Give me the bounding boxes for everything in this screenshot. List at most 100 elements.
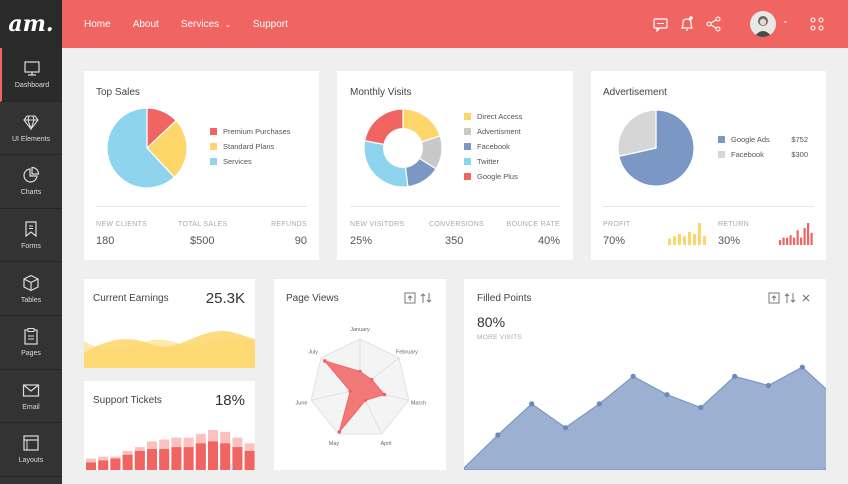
advertisement-pie: [617, 109, 695, 187]
legend-item: Facebook $300: [718, 147, 808, 162]
stat-label: TOTAL SALES: [178, 221, 228, 228]
top-sales-card: Top Sales Premium Purchases Standard Pla…: [84, 71, 319, 260]
sidebar-item-dashboard[interactable]: Dashboard: [0, 48, 62, 102]
radar-point: [369, 377, 374, 382]
bar: [183, 447, 194, 470]
stat-label: REFUNDS: [271, 221, 307, 228]
top-sales-pie: [106, 107, 188, 189]
top-sales-legend: Premium Purchases Standard Plans Service…: [210, 124, 291, 169]
bar: [779, 240, 782, 245]
upload-icon[interactable]: [404, 292, 416, 304]
bar: [673, 236, 676, 245]
divider: [96, 206, 307, 207]
stat-label: NEW VISITORS: [350, 221, 405, 228]
advertisement-slice: [617, 109, 657, 158]
close-icon[interactable]: [800, 292, 812, 304]
nav-support[interactable]: Support: [252, 18, 288, 30]
layout-icon: [23, 435, 39, 452]
card-title: Page Views: [286, 293, 339, 304]
sidebar-item-pages[interactable]: Pages: [0, 316, 62, 370]
bar: [782, 237, 785, 245]
upload-icon[interactable]: [768, 292, 780, 304]
filled-points-area-chart: [464, 364, 826, 470]
bar: [688, 231, 691, 245]
chevron-down-icon[interactable]: ⌄: [782, 16, 789, 25]
current-earnings-card: Current Earnings 25.3K: [84, 279, 255, 368]
legend-swatch: [464, 113, 471, 120]
radar-point: [382, 392, 387, 397]
area-point: [732, 373, 738, 379]
legend-item: Standard Plans: [210, 139, 291, 154]
bookmark-icon: [25, 221, 37, 238]
logo[interactable]: am.: [0, 0, 62, 48]
nav-about[interactable]: About: [132, 18, 159, 30]
sidebar-item-ui-elements[interactable]: UI Elements: [0, 102, 62, 156]
card-title: Filled Points: [477, 293, 532, 304]
area-point: [698, 404, 704, 411]
legend-label: Facebook: [731, 150, 764, 159]
radar-axis-label: July: [308, 350, 318, 356]
sidebar-item-label: UI Elements: [11, 135, 51, 143]
legend-label: Google Plus: [477, 172, 518, 181]
advertisement-card: Advertisement Google Ads $752 Facebook $30…: [591, 71, 826, 260]
stat-value: 350: [445, 235, 464, 247]
card-title: Current Earnings: [93, 293, 169, 304]
sidebar-item-forms[interactable]: Forms: [0, 209, 62, 263]
legend-swatch: [464, 173, 471, 180]
sort-icon[interactable]: [784, 292, 796, 304]
bar: [678, 234, 681, 245]
bar: [668, 238, 671, 245]
chat-icon[interactable]: [652, 15, 670, 33]
legend-value: $300: [791, 150, 808, 159]
bar: [134, 450, 145, 470]
sort-icon[interactable]: [420, 292, 432, 304]
legend-label: Direct Access: [477, 112, 523, 121]
earnings-wave-chart: [84, 330, 255, 368]
bar: [147, 449, 157, 470]
bar: [232, 447, 243, 470]
share-icon[interactable]: [705, 15, 723, 33]
legend-swatch: [464, 158, 471, 165]
top-nav: Home About Services ⌄ Support: [84, 0, 310, 48]
bar: [789, 235, 792, 245]
top-sales-slice: [146, 119, 188, 179]
page-views-radar: January February March April May June July: [296, 327, 427, 447]
area-point: [529, 401, 535, 407]
legend-item: Services: [210, 154, 291, 169]
avatar[interactable]: [750, 11, 776, 37]
sidebar-item-label: Forms: [21, 243, 41, 251]
filled-points-value: 80%: [477, 314, 506, 330]
tickets-value: 18%: [214, 392, 245, 409]
area-series: [464, 366, 826, 470]
clipboard-icon: [24, 328, 38, 345]
sidebar-item-layouts[interactable]: Layouts: [0, 423, 62, 477]
legend-label: Premium Purchases: [223, 127, 291, 136]
apps-icon[interactable]: [808, 15, 826, 33]
stat-value: 25%: [350, 235, 373, 247]
area-point: [664, 392, 670, 398]
nav-home[interactable]: Home: [84, 18, 111, 30]
bar: [803, 227, 806, 245]
profit-bar-chart: [668, 223, 706, 245]
legend-label: Standard Plans: [223, 142, 275, 151]
stat-value: 90: [294, 235, 307, 247]
legend-swatch: [210, 128, 217, 135]
divider: [603, 206, 814, 207]
stat-label: NEW CLIENTS: [96, 221, 148, 228]
bar: [195, 443, 206, 470]
sidebar-item-tables[interactable]: Tables: [0, 262, 62, 316]
nav-services[interactable]: Services ⌄: [181, 19, 231, 30]
legend-label: Services: [223, 157, 252, 166]
bar: [86, 462, 96, 470]
radar-series: [323, 359, 386, 433]
legend-swatch: [718, 151, 725, 158]
bar: [693, 234, 696, 245]
filled-points-card: Filled Points 80% MORE VISITS: [464, 279, 826, 470]
sidebar-item-email[interactable]: Email: [0, 370, 62, 424]
stat-value: 180: [96, 235, 115, 247]
sidebar-item-charts[interactable]: Charts: [0, 155, 62, 209]
monitor-icon: [24, 61, 40, 76]
radar-point: [363, 398, 368, 403]
monthly-visits-legend: Direct Access Advertisment Facebook Twit…: [464, 109, 522, 184]
bell-icon[interactable]: [678, 15, 696, 33]
